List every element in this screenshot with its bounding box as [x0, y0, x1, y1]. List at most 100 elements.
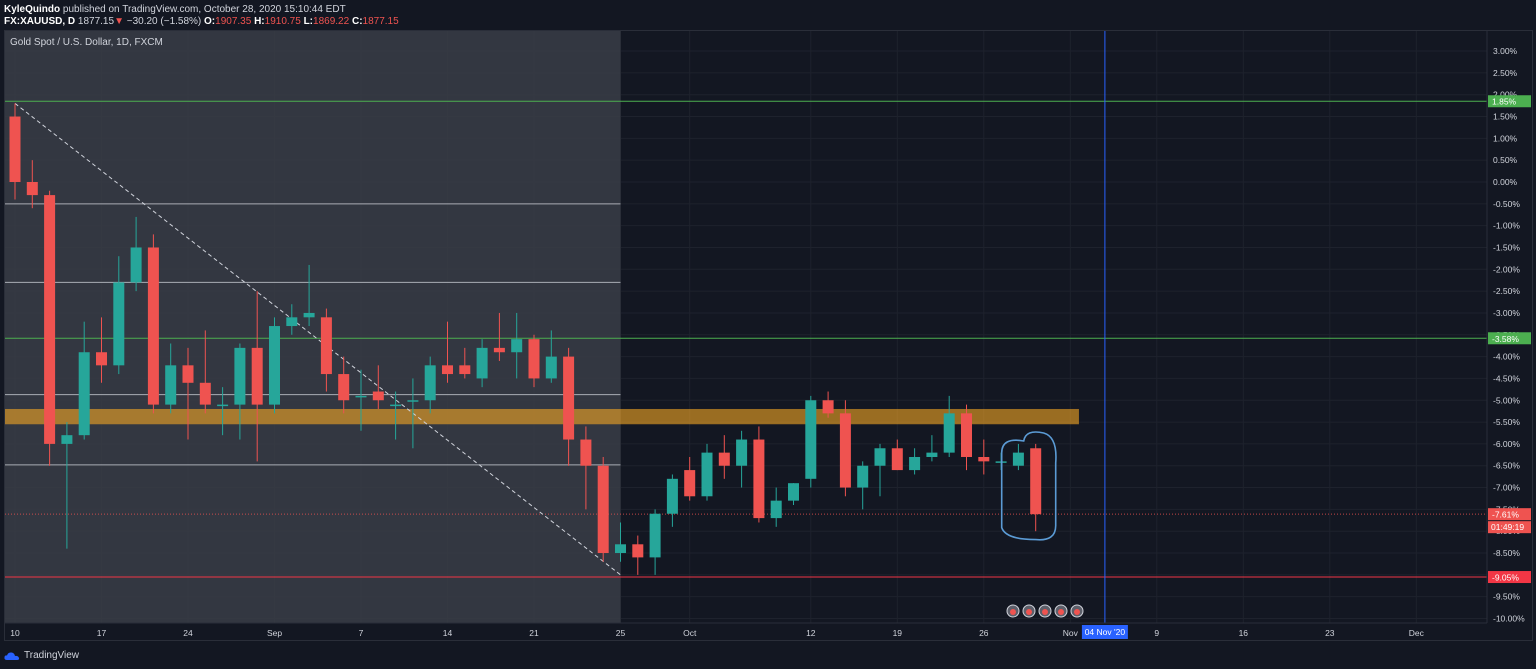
current-date-tag: 04 Nov '20 [1085, 627, 1126, 637]
shaded-range [5, 31, 621, 623]
candle [615, 522, 626, 562]
level-tag-bg [1488, 571, 1531, 584]
y-tick-label: -8.50% [1493, 548, 1520, 558]
y-tick-label: -3.00% [1493, 308, 1520, 318]
candle-body [891, 448, 903, 471]
candle [822, 391, 834, 418]
highlight-ellipse [1000, 431, 1057, 541]
y-axis[interactable]: 3.00% 2.50% 2.00% 1.50% 1.00% 0.50% 0.00% -0.50… [1486, 31, 1533, 624]
open-label: O: [204, 16, 216, 27]
candle-body [78, 352, 90, 436]
candle-body [805, 400, 817, 479]
x-tick-label: 7 [359, 628, 364, 638]
candle-body [943, 413, 955, 453]
candle-body [511, 339, 523, 353]
level-tag: -9.05% [1492, 573, 1519, 583]
candle-body [632, 544, 644, 558]
x-tick-label: 19 [893, 628, 903, 638]
candle-body [822, 400, 834, 414]
y-tick-label: 2.00% [1493, 90, 1518, 100]
x-tick-label: 25 [616, 628, 626, 638]
y-tick-label: -2.00% [1493, 264, 1520, 274]
low-value: 1869.22 [313, 16, 350, 27]
candle [269, 317, 280, 414]
candle [580, 426, 592, 510]
author-name[interactable]: KyleQuindo [4, 4, 61, 15]
tradingview-logo[interactable]: TradingView [4, 650, 79, 661]
candle-body [320, 317, 332, 375]
candle-body [649, 513, 661, 558]
candle [44, 190, 56, 466]
candle [857, 461, 869, 510]
candle [563, 347, 575, 466]
candle [839, 400, 851, 497]
candle-body [563, 356, 575, 440]
candle-body [615, 544, 626, 554]
chart-header: KyleQuindo published on TradingView.com,… [0, 0, 1536, 30]
economic-event-flag-icon [1042, 609, 1048, 615]
candle [286, 304, 298, 335]
x-tick-label: Nov [1063, 628, 1079, 638]
level-tag: -3.58% [1492, 334, 1519, 344]
level-tag-bg [1488, 95, 1531, 108]
y-tick-label: 1.00% [1493, 133, 1518, 143]
candle [1030, 443, 1042, 532]
candle-body [476, 347, 488, 379]
candle-body [857, 465, 869, 488]
candle-body [1012, 452, 1024, 466]
countdown-tag: 01:49:19 [1491, 522, 1524, 532]
x-tick-label: 24 [183, 628, 193, 638]
economic-event-flag-icon [1058, 609, 1064, 615]
footer [0, 645, 1536, 669]
highlight-outline [1000, 431, 1057, 541]
high-value: 1910.75 [264, 16, 301, 27]
candle-body [165, 365, 177, 405]
candle-body [718, 452, 730, 466]
y-tick-label: -4.50% [1493, 373, 1520, 383]
down-arrow-icon: ▼ [114, 16, 124, 27]
level-tag-bg [1488, 332, 1531, 345]
candle [511, 312, 523, 379]
price-chart[interactable]: 3.00% 2.50% 2.00% 1.50% 1.00% 0.50% 0.00% -0.50… [0, 0, 1536, 645]
shaded-region-rect [5, 31, 621, 623]
y-tick-label: 1.50% [1493, 112, 1518, 122]
candle-body [753, 439, 765, 519]
candle [217, 387, 229, 436]
candle [303, 264, 315, 327]
candle [182, 347, 194, 440]
candle [147, 234, 159, 414]
candle [251, 291, 263, 462]
candle [355, 369, 367, 431]
candle-body [459, 365, 471, 375]
candle-body [234, 347, 246, 405]
candle-body [44, 195, 56, 444]
candle-body [130, 247, 142, 283]
event-markers[interactable] [1006, 604, 1084, 618]
x-tick-label: Oct [683, 628, 697, 638]
candle [9, 103, 21, 200]
candle-body [9, 116, 21, 182]
change-value: −30.20 (−1.58%) [126, 16, 202, 27]
candle [234, 343, 246, 440]
y-tick-label: -1.00% [1493, 221, 1520, 231]
chart-frame [4, 30, 1533, 641]
trendline [14, 103, 621, 576]
x-axis[interactable]: 10 17 24 Sep 7 14 21 25 Oct 12 19 26 Nov 9 16 23 Dec 04 N… [5, 622, 1487, 640]
candle [476, 339, 488, 388]
candle-body [1030, 448, 1042, 515]
current-price-tag: -7.61% [1492, 510, 1519, 520]
candle-body [390, 404, 402, 407]
candle [78, 321, 90, 440]
y-tick-label: -4.00% [1493, 352, 1520, 362]
x-tick-label: Dec [1409, 628, 1425, 638]
candle [493, 312, 505, 361]
candle-body [26, 182, 38, 196]
candle-body [736, 439, 748, 466]
candle-body [909, 456, 921, 471]
candle [891, 439, 903, 471]
y-tick-label: 2.50% [1493, 68, 1518, 78]
candle-body [839, 413, 851, 488]
candle-body [701, 452, 713, 497]
candle [718, 435, 730, 479]
candle-body [493, 347, 505, 353]
